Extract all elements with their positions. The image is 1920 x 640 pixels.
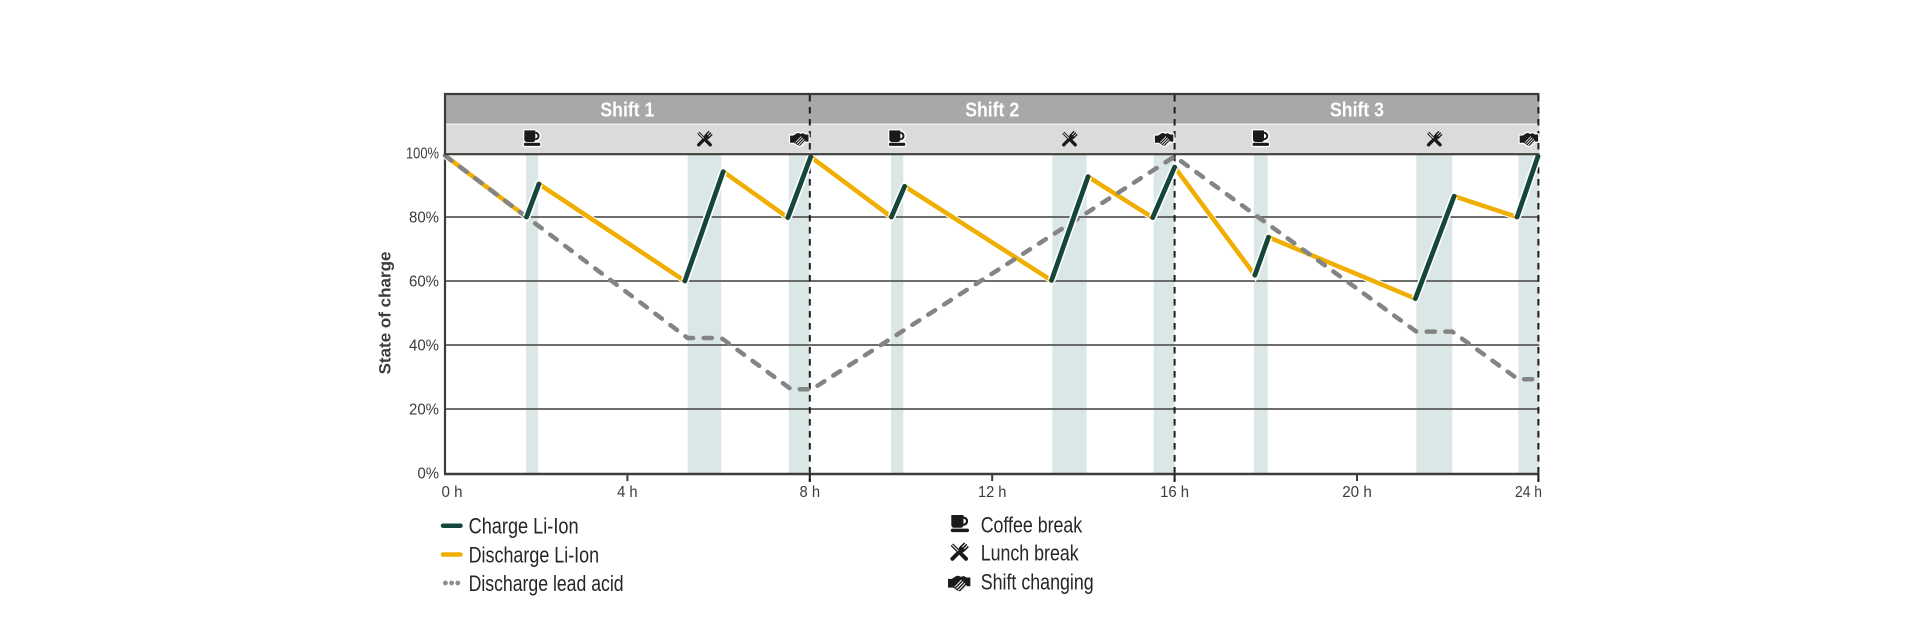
svg-text:0%: 0% [418, 466, 440, 483]
svg-text:Discharge lead acid: Discharge lead acid [469, 571, 624, 596]
svg-text:Shift 1: Shift 1 [600, 100, 654, 122]
svg-text:Discharge Li-Ion: Discharge Li-Ion [469, 542, 599, 567]
svg-text:Coffee break: Coffee break [981, 512, 1083, 537]
svg-text:24 h: 24 h [1515, 484, 1542, 501]
svg-text:State of charge: State of charge [376, 252, 395, 375]
svg-text:60%: 60% [409, 274, 439, 291]
svg-text:100%: 100% [406, 146, 439, 163]
svg-text:Shift 2: Shift 2 [965, 100, 1019, 122]
svg-text:12 h: 12 h [978, 484, 1007, 501]
svg-text:40%: 40% [409, 338, 439, 355]
svg-text:Shift changing: Shift changing [981, 570, 1094, 595]
svg-text:8 h: 8 h [800, 484, 821, 501]
svg-text:Charge Li-Ion: Charge Li-Ion [469, 514, 579, 539]
svg-text:4 h: 4 h [617, 484, 638, 501]
svg-text:Lunch break: Lunch break [981, 540, 1080, 565]
svg-text:20 h: 20 h [1342, 484, 1372, 501]
svg-text:0 h: 0 h [442, 484, 463, 501]
svg-text:Shift 3: Shift 3 [1330, 100, 1384, 122]
svg-text:80%: 80% [409, 210, 439, 227]
svg-text:16 h: 16 h [1160, 484, 1189, 501]
svg-text:20%: 20% [409, 402, 439, 419]
